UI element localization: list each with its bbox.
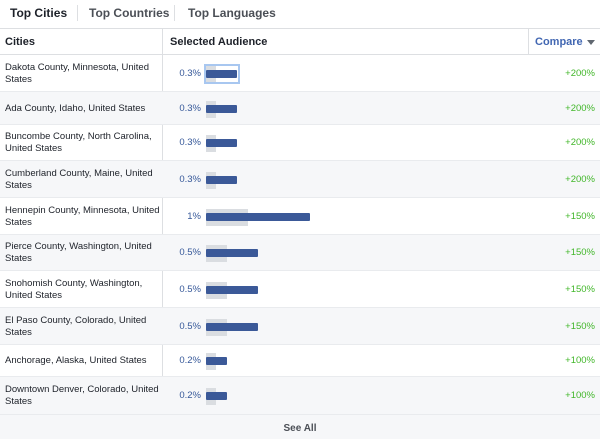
- city-name: Ada County, Idaho, United States: [5, 102, 146, 114]
- tab-divider: [174, 5, 175, 21]
- audience-bar[interactable]: [206, 69, 238, 78]
- audience-bar[interactable]: [206, 175, 238, 184]
- top-cities-table: Cities Selected Audience Compare Dakota …: [0, 28, 600, 415]
- audience-percent: 1%: [187, 210, 201, 222]
- audience-bar[interactable]: [206, 104, 238, 113]
- table-row: Dakota County, Minnesota, United States 0…: [0, 55, 600, 92]
- city-name: Snohomish County, Washington, United Sta…: [5, 277, 143, 301]
- audience-percent: 0.2%: [179, 355, 201, 366]
- audience-percent: 0.5%: [179, 247, 201, 258]
- tab-divider: [77, 5, 78, 21]
- city-name: Buncombe County, North Carolina, United …: [5, 131, 152, 154]
- table-row: Snohomish County, Washington, United Sta…: [0, 271, 600, 308]
- compare-value: +150%: [565, 210, 595, 222]
- audience-percent: 0.3%: [179, 102, 201, 114]
- audience-bar[interactable]: [206, 392, 227, 400]
- audience-percent: 0.2%: [179, 390, 201, 401]
- table-body: Dakota County, Minnesota, United States 0…: [0, 55, 600, 415]
- tab-top-cities[interactable]: Top Cities: [10, 6, 68, 20]
- audience-percent: 0.5%: [179, 283, 201, 295]
- compare-value: +150%: [565, 320, 595, 332]
- tab-top-countries[interactable]: Top Countries: [89, 6, 170, 20]
- compare-value: +200%: [565, 137, 595, 148]
- table-row: Pierce County, Washington, United States…: [0, 235, 600, 271]
- table-row: Hennepin County, Minnesota, United State…: [0, 198, 600, 235]
- chevron-down-icon[interactable]: [587, 40, 595, 45]
- compare-value: +100%: [565, 355, 595, 366]
- audience-tabs: Top Cities Top Countries Top Languages: [0, 0, 600, 28]
- table-row: Ada County, Idaho, United States 0.3% +200…: [0, 92, 600, 125]
- city-name: Dakota County, Minnesota, United States: [5, 61, 149, 85]
- audience-bar[interactable]: [206, 357, 227, 365]
- header-cities: Cities: [5, 36, 35, 48]
- bar-focus-outline: [204, 63, 241, 84]
- city-name: Downtown Denver, Colorado, United States: [5, 384, 159, 407]
- table-header: Cities Selected Audience Compare: [0, 29, 600, 55]
- compare-value: +200%: [565, 173, 595, 185]
- compare-value: +150%: [565, 283, 595, 295]
- city-name: Anchorage, Alaska, United States: [5, 355, 147, 366]
- table-row: Cumberland County, Maine, United States 0…: [0, 161, 600, 198]
- compare-value: +100%: [565, 390, 595, 401]
- audience-percent: 0.3%: [179, 173, 201, 185]
- city-name: Hennepin County, Minnesota, United State…: [5, 204, 160, 228]
- audience-bar[interactable]: [206, 139, 238, 147]
- compare-value: +200%: [565, 102, 595, 114]
- audience-bar[interactable]: [206, 322, 258, 331]
- table-footer: See All: [0, 415, 600, 439]
- table-row: Downtown Denver, Colorado, United States…: [0, 377, 600, 415]
- header-selected-audience: Selected Audience: [170, 36, 268, 48]
- column-divider: [528, 29, 529, 55]
- tab-top-languages[interactable]: Top Languages: [188, 6, 276, 20]
- column-divider: [162, 29, 163, 415]
- compare-value: +200%: [565, 67, 595, 79]
- audience-bar[interactable]: [206, 249, 258, 257]
- city-name: Cumberland County, Maine, United States: [5, 167, 153, 191]
- table-row: El Paso County, Colorado, United States 0…: [0, 308, 600, 345]
- audience-percent: 0.3%: [179, 67, 201, 79]
- compare-value: +150%: [565, 247, 595, 258]
- audience-percent: 0.5%: [179, 320, 201, 332]
- audience-bar[interactable]: [206, 212, 310, 221]
- audience-bar[interactable]: [206, 285, 258, 294]
- city-name: El Paso County, Colorado, United States: [5, 314, 147, 338]
- see-all-link[interactable]: See All: [283, 423, 317, 434]
- audience-percent: 0.3%: [179, 137, 201, 148]
- compare-dropdown[interactable]: Compare: [535, 36, 583, 48]
- table-row: Buncombe County, North Carolina, United …: [0, 125, 600, 161]
- city-name: Pierce County, Washington, United States: [5, 241, 152, 264]
- table-row: Anchorage, Alaska, United States 0.2% +100…: [0, 345, 600, 377]
